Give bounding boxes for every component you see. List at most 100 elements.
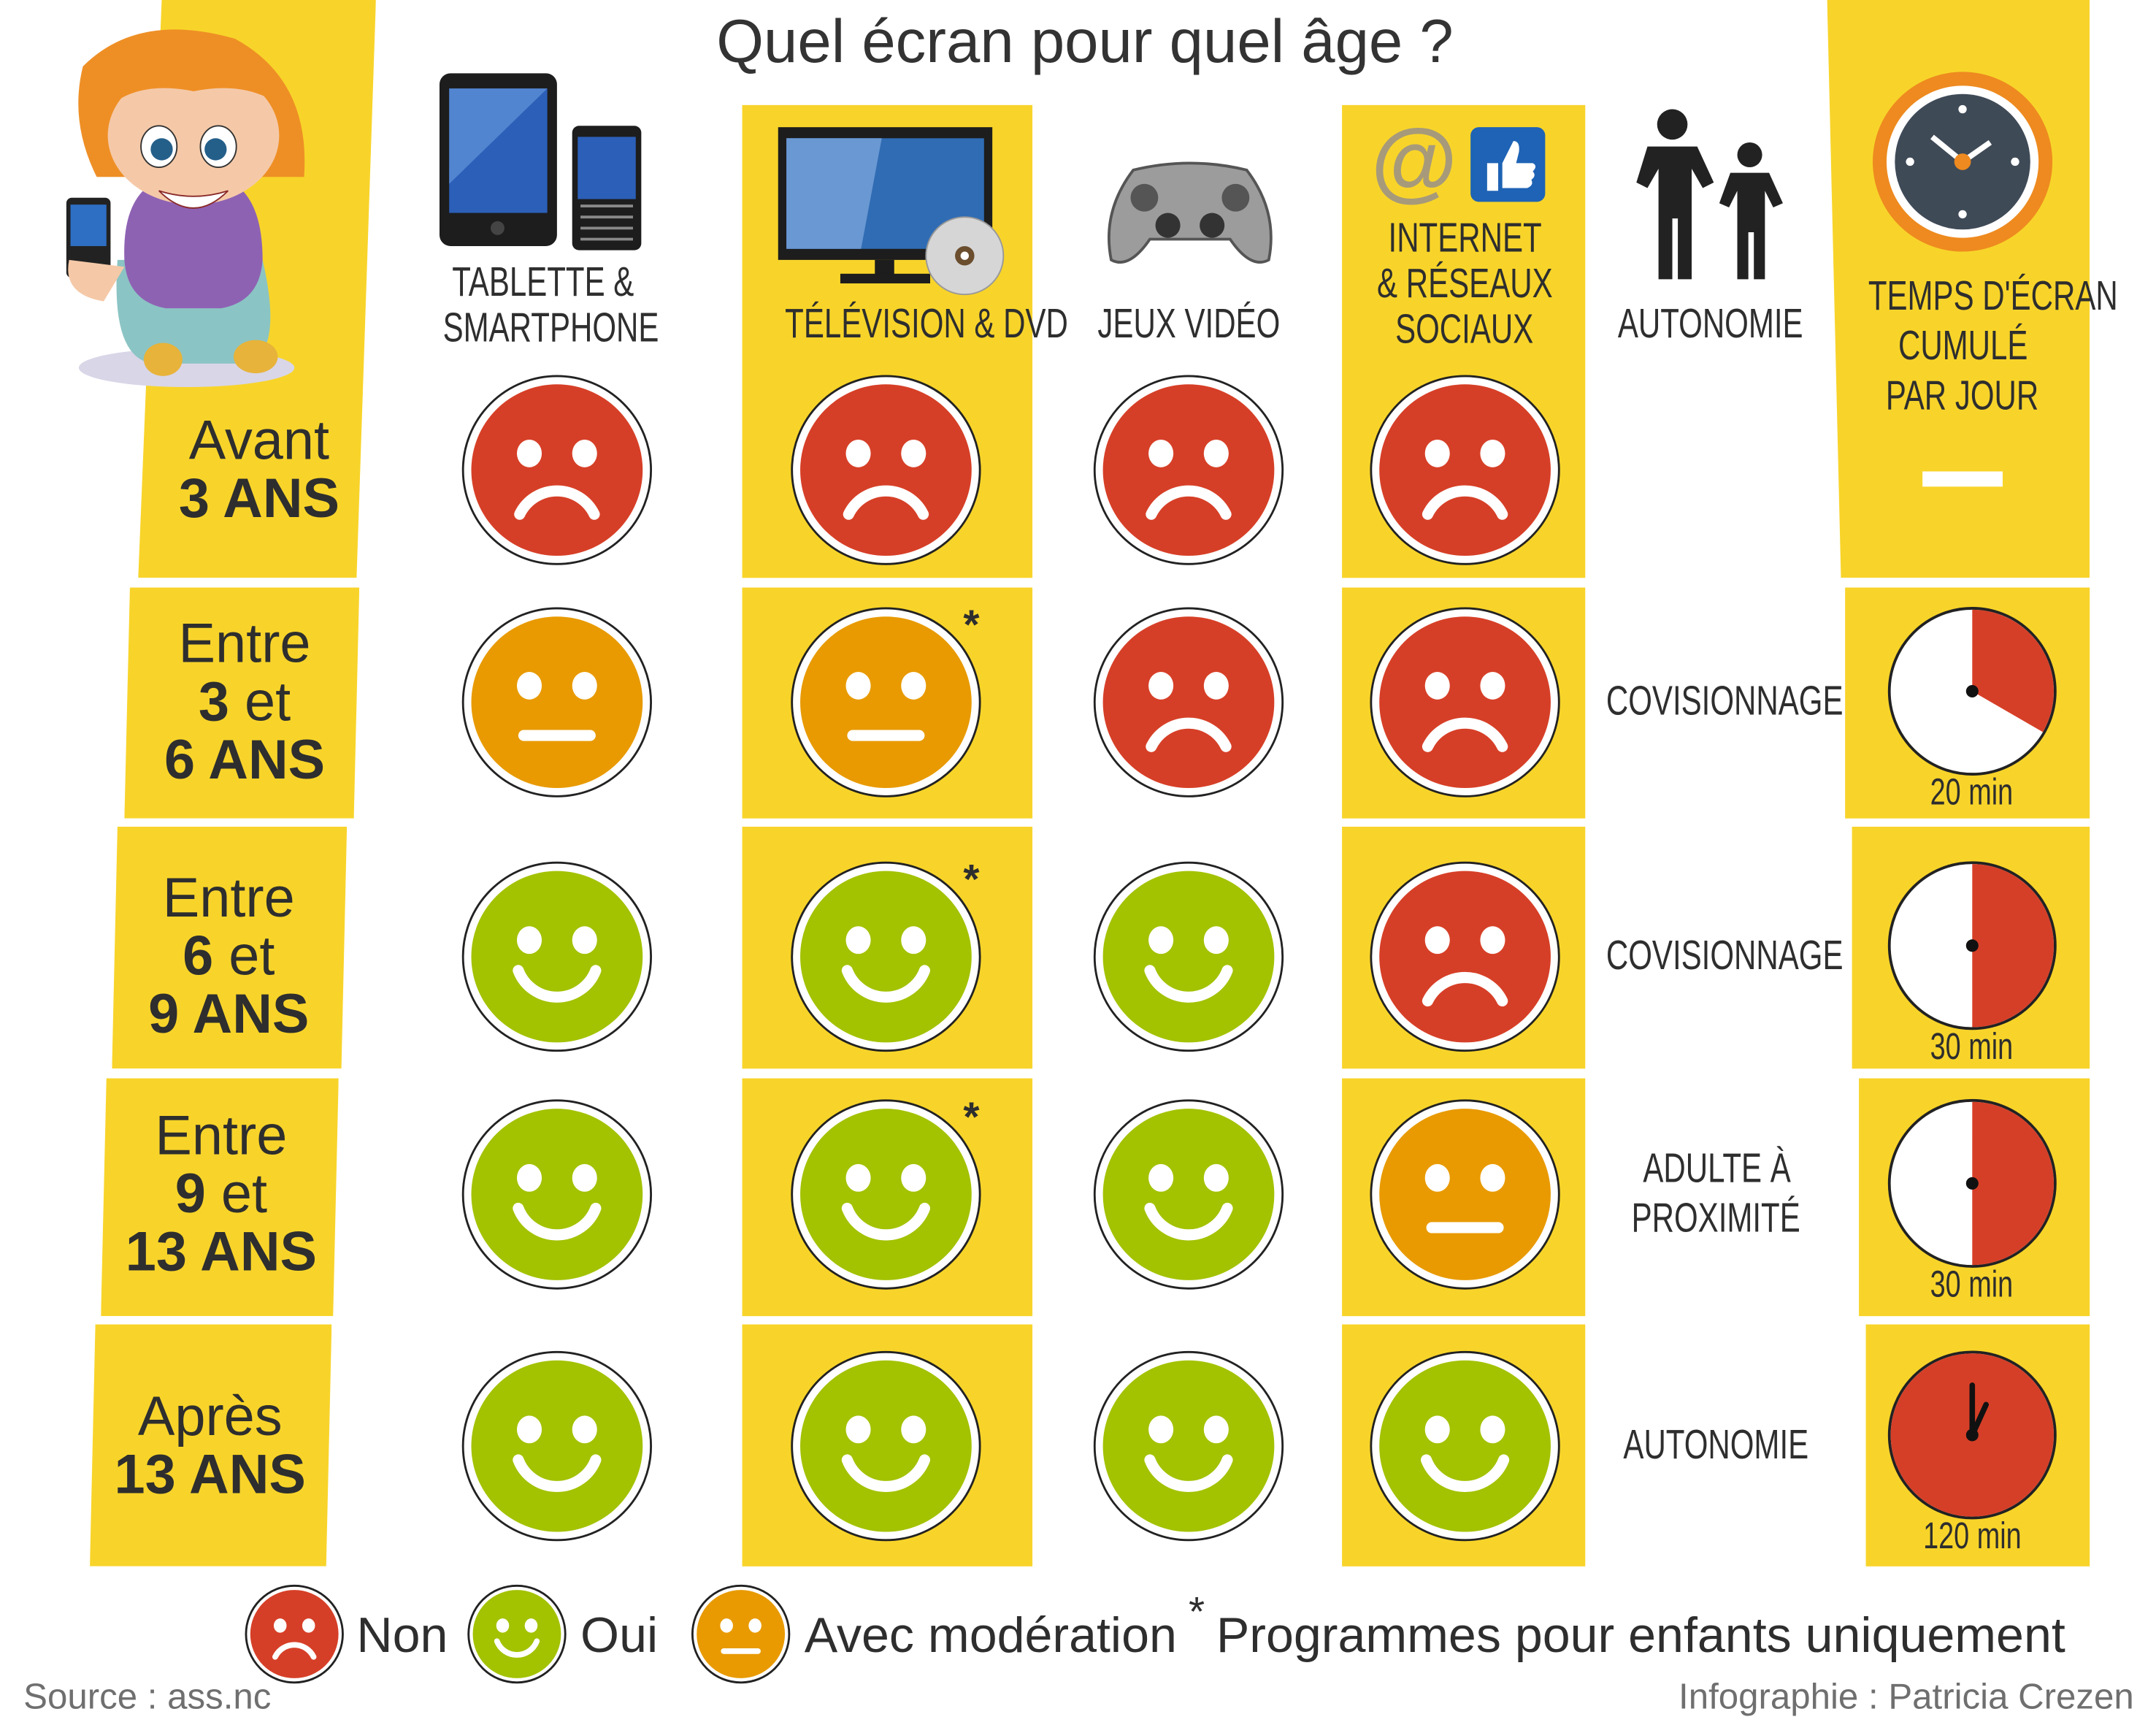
internet-rating-moderation-face: [1370, 1099, 1560, 1290]
age-text: Entre: [162, 868, 295, 930]
age-text: Entre: [178, 613, 311, 675]
header-tablet: TABLETTE & SMARTPHONE: [405, 260, 682, 351]
autonomy-text: COVISIONNAGE: [1606, 933, 1844, 979]
autonomy-label: COVISIONNAGE: [1565, 932, 1868, 982]
header-tablet-line1: TABLETTE &: [452, 259, 634, 306]
time-sector: [1972, 609, 2054, 733]
time-sector: [1972, 864, 2054, 1028]
legend-asterisk: *: [1188, 1589, 1205, 1636]
oui-mouth: [1144, 1202, 1233, 1241]
age-text: et: [229, 671, 291, 733]
legend-moderation-label: Avec modération: [804, 1606, 1177, 1664]
non-mouth: [514, 485, 600, 520]
clock-icon: [1873, 72, 2053, 252]
legend-moderation-face: [691, 1584, 791, 1684]
oui-mouth: [513, 1202, 602, 1241]
legend-oui-label: Oui: [580, 1606, 659, 1664]
gamepad-icon: [1108, 161, 1273, 264]
header-internet-line1: INTERNET: [1388, 215, 1542, 261]
age-band-2: [124, 587, 360, 819]
age-label: Entre 6 et 9 ANS: [115, 870, 342, 1044]
age-text: et: [213, 926, 275, 987]
adult-and-child-icon: [1636, 109, 1783, 280]
age-label: Après 13 ANS: [93, 1388, 328, 1504]
non-mouth: [1146, 485, 1232, 520]
internet-rating-non-face: [1370, 861, 1560, 1052]
non-mouth: [1422, 485, 1508, 520]
clock-center: [1965, 684, 1979, 698]
oui-mouth: [841, 965, 930, 1003]
clock-center: [1965, 1177, 1979, 1190]
tablet-rating-oui-face: [461, 1350, 653, 1542]
screen-time-clock: [1887, 861, 2057, 1030]
clock-center: [1965, 1428, 1979, 1442]
oui-mouth: [513, 1454, 602, 1492]
clock-center: [1965, 939, 1979, 952]
internet-rating-non-face: [1370, 607, 1560, 798]
autonomy-label: AUTONOMIE: [1565, 1421, 1868, 1471]
age-text: 6: [183, 926, 214, 987]
non-mouth: [1422, 717, 1508, 752]
oui-mouth: [513, 965, 602, 1003]
screen-time-label: 20 min: [1930, 771, 2014, 814]
header-games: JEUX VIDÉO: [1051, 302, 1327, 347]
age-text: 6 ANS: [164, 730, 326, 791]
internet-rating-oui-face: [1370, 1350, 1560, 1542]
games-rating-non-face: [1093, 607, 1284, 798]
age-text: Entre: [155, 1106, 288, 1167]
header-internet-line3: SOCIAUX: [1396, 307, 1535, 353]
screen-time-clock: [1887, 1350, 2057, 1520]
autonomy-text: AUTONOMIE: [1624, 1422, 1809, 1469]
legend-oui-face: [467, 1584, 567, 1684]
tv-rating-oui-face: [791, 1099, 981, 1290]
television-dvd-icon: [778, 127, 1005, 296]
svg-text:@: @: [1371, 110, 1457, 210]
legend-note: Programmes pour enfants uniquement: [1216, 1606, 2065, 1664]
age-text: 9 ANS: [148, 984, 310, 1046]
oui-mouth: [841, 1454, 930, 1492]
header-screen-time-line1: TEMPS D'ÉCRAN: [1868, 273, 2118, 320]
age-band-3: [112, 827, 348, 1069]
autonomy-label: COVISIONNAGE: [1565, 678, 1868, 727]
tablet-rating-non-face: [461, 375, 653, 565]
tablet-smartphone-icon: [439, 73, 642, 250]
credit-text: Infographie : Patricia Crezen: [1679, 1675, 2134, 1718]
header-internet-line2: & RÉSEAUX: [1377, 261, 1553, 307]
age-label: Avant 3 ANS: [138, 412, 380, 528]
tv-asterisk: *: [963, 857, 980, 903]
screen-time-clock: [1887, 1098, 2057, 1268]
games-rating-oui-face: [1093, 1350, 1284, 1542]
legend-non-label: Non: [356, 1606, 448, 1664]
header-autonomy: AUTONOMIE: [1573, 302, 1849, 347]
age-text: 13 ANS: [125, 1222, 318, 1283]
games-rating-non-face: [1093, 375, 1284, 565]
screen-time-label: 30 min: [1930, 1025, 2014, 1068]
header-tv-line1: TÉLÉVISION & DVD: [785, 301, 1068, 348]
autonomy-text: COVISIONNAGE: [1606, 678, 1844, 724]
tv-rating-oui-face: [791, 861, 981, 1052]
tv-rating-oui-face: [791, 1350, 981, 1542]
age-text: 3 ANS: [178, 468, 340, 530]
games-rating-oui-face: [1093, 861, 1284, 1052]
non-mouth: [1422, 972, 1508, 1007]
age-text: 9: [174, 1163, 206, 1225]
header-screen-time-line3: PAR JOUR: [1886, 373, 2039, 419]
header-screen-time: TEMPS D'ÉCRAN CUMULÉ PAR JOUR: [1825, 272, 2118, 421]
age-band-5: [90, 1324, 332, 1567]
no-screen-time-dash: [1922, 471, 2003, 487]
age-text: Après: [137, 1386, 283, 1447]
oui-mouth: [841, 1202, 930, 1241]
internet-rating-non-face: [1370, 375, 1560, 565]
header-games-line1: JEUX VIDÉO: [1097, 301, 1280, 348]
header-tv: TÉLÉVISION & DVD: [735, 302, 1068, 347]
age-text: Avant: [188, 410, 330, 472]
screen-time-clock: [1887, 607, 2057, 776]
non-mouth: [272, 1642, 317, 1660]
non-mouth: [843, 485, 929, 520]
tablet-rating-moderation-face: [461, 607, 653, 798]
age-text: 3: [198, 671, 230, 733]
non-mouth: [1146, 717, 1232, 752]
autonomy-text: ADULTE À: [1642, 1146, 1791, 1192]
header-screen-time-line2: CUMULÉ: [1898, 323, 2028, 370]
